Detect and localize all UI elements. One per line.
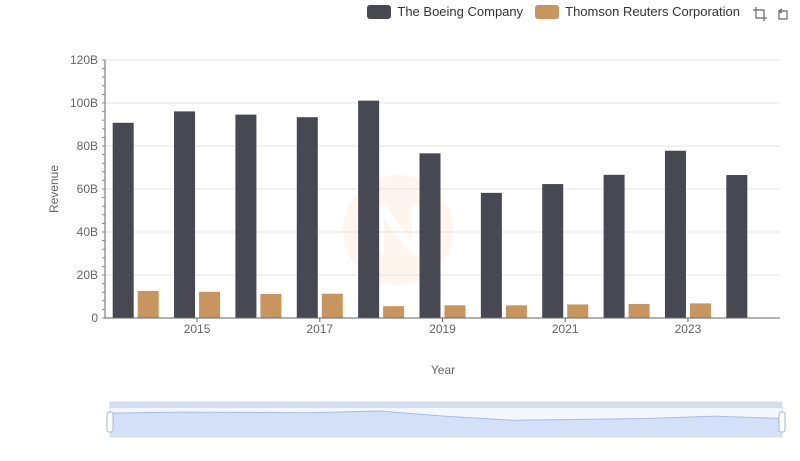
data-zoom-line — [109, 410, 783, 421]
zoom-icon[interactable] — [752, 6, 768, 22]
bar-thomson-reuters-2019[interactable] — [444, 305, 466, 318]
data-zoom-slider[interactable] — [106, 401, 786, 438]
y-tick-label: 20B — [77, 268, 98, 282]
x-axis-label: Year — [431, 363, 455, 377]
bar-boeing-2021[interactable] — [542, 184, 564, 318]
y-tick-label: 40B — [77, 225, 98, 239]
legend-label: Thomson Reuters Corporation — [565, 4, 740, 19]
y-tick-label: 0 — [91, 311, 98, 325]
bar-boeing-2022[interactable] — [603, 174, 625, 318]
chart-toolbox — [752, 6, 792, 22]
y-tick-label: 100B — [70, 96, 98, 110]
bar-thomson-reuters-2014[interactable] — [137, 290, 159, 318]
data-zoom-bar[interactable] — [110, 402, 782, 408]
bar-boeing-2017[interactable] — [296, 117, 318, 318]
bar-thomson-reuters-2023[interactable] — [689, 303, 711, 318]
bar-boeing-2016[interactable] — [235, 114, 257, 318]
bar-thomson-reuters-2015[interactable] — [199, 291, 221, 318]
bar-boeing-2018[interactable] — [358, 100, 380, 318]
data-zoom-area — [110, 411, 782, 437]
bar-thomson-reuters-2020[interactable] — [505, 305, 527, 318]
bar-boeing-2024[interactable] — [726, 175, 748, 318]
bar-boeing-2023[interactable] — [664, 150, 686, 318]
bar-boeing-2019[interactable] — [419, 153, 441, 318]
x-tick-label: 2021 — [552, 322, 579, 336]
bar-boeing-2020[interactable] — [480, 192, 502, 318]
chart-legend: The Boeing Company Thomson Reuters Corpor… — [367, 4, 740, 19]
y-axis-label: Revenue — [47, 165, 61, 213]
bar-boeing-2014[interactable] — [112, 122, 134, 318]
data-zoom-handle-right[interactable] — [778, 411, 786, 433]
x-axis: 2015 2017 2019 2021 2023 — [105, 317, 780, 336]
data-zoom-handle-left[interactable] — [106, 411, 114, 433]
legend-item-0[interactable]: The Boeing Company — [367, 4, 523, 19]
bar-thomson-reuters-2017[interactable] — [321, 293, 343, 318]
bar-thomson-reuters-2021[interactable] — [567, 304, 589, 318]
y-tick-label: 80B — [77, 139, 98, 153]
y-tick-label: 120B — [70, 53, 98, 67]
x-tick-label: 2015 — [184, 322, 211, 336]
x-tick-label: 2023 — [675, 322, 702, 336]
y-tick-label: 60B — [77, 182, 98, 196]
y-axis: 0 20B 40B 60B 80B 100B 120B — [70, 53, 106, 325]
legend-label: The Boeing Company — [397, 4, 524, 19]
bar-thomson-reuters-2018[interactable] — [383, 306, 405, 318]
bar-boeing-2015[interactable] — [174, 111, 196, 318]
x-tick-label: 2017 — [306, 322, 333, 336]
legend-item-1[interactable]: Thomson Reuters Corporation — [535, 4, 740, 19]
legend-swatch — [535, 4, 560, 19]
restore-icon[interactable] — [776, 6, 792, 22]
bar-thomson-reuters-2022[interactable] — [628, 304, 650, 318]
bar-series — [112, 100, 748, 318]
bar-thomson-reuters-2016[interactable] — [260, 293, 282, 318]
x-tick-label: 2019 — [429, 322, 456, 336]
legend-swatch — [367, 4, 392, 19]
